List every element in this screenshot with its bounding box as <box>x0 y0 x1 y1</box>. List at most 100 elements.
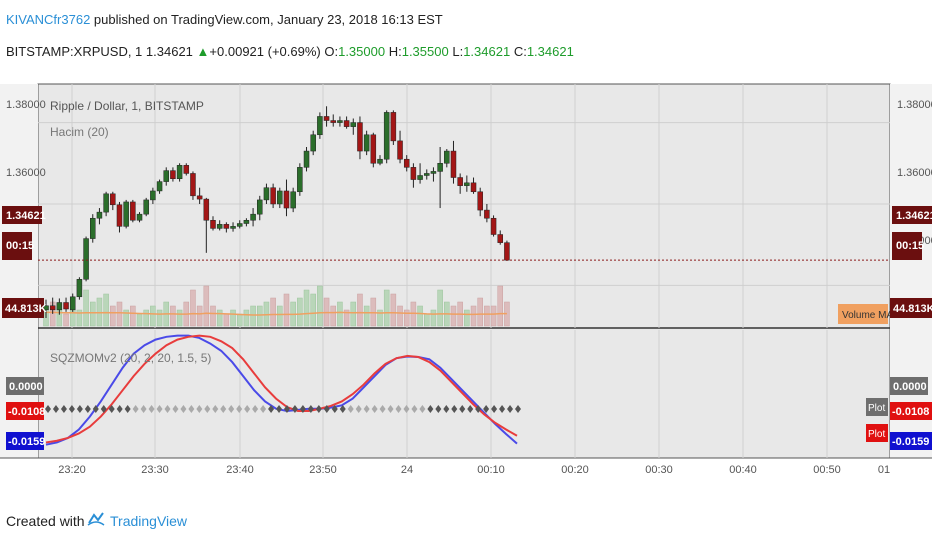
squeeze-dot <box>371 405 378 413</box>
candle-down <box>196 195 203 200</box>
volume-bar <box>390 293 397 327</box>
price-tick-right: 1.38000 <box>897 99 932 111</box>
squeeze-dot <box>244 405 251 413</box>
author-link[interactable]: KIVANCfr3762 <box>6 12 91 27</box>
candle-down <box>283 190 290 209</box>
osc-zero-badge-right <box>890 377 928 395</box>
candle-down <box>357 122 363 152</box>
volume-bar <box>317 285 323 327</box>
volume-value-right: 44.813K <box>893 303 932 315</box>
volume-bar <box>176 309 183 327</box>
volume-bar <box>297 297 303 327</box>
squeeze-dot <box>291 405 298 413</box>
low-label: L: <box>452 44 464 59</box>
squeeze-dot <box>68 405 75 413</box>
candle-down <box>130 201 136 221</box>
squeeze-dot <box>45 405 51 413</box>
candle-down <box>457 177 463 186</box>
volume-bar <box>123 309 129 327</box>
candle-up <box>383 112 390 160</box>
up-arrow-icon: ▲ <box>196 44 210 59</box>
volume-bar <box>450 305 457 327</box>
candle-down <box>450 150 457 178</box>
time-tick: 23:50 <box>309 464 337 476</box>
candle-up <box>123 201 129 227</box>
candle-up <box>176 165 183 179</box>
volume-bar <box>490 305 497 327</box>
squeeze-dot <box>427 405 434 413</box>
volume-bar <box>303 289 310 327</box>
squeeze-dot <box>315 405 322 413</box>
candle-up <box>243 220 250 224</box>
squeeze-dot <box>140 405 147 413</box>
candle-up <box>297 167 303 193</box>
volume-bar <box>76 309 83 327</box>
osc-red-badge-left <box>6 402 44 420</box>
footer: Created with TradingView <box>0 487 932 550</box>
tradingview-logo-icon[interactable] <box>86 509 106 529</box>
volume-bar <box>156 309 163 327</box>
volume-bar <box>236 313 243 327</box>
candle-up <box>437 163 443 172</box>
squeeze-dot <box>220 405 227 413</box>
candles <box>43 106 510 318</box>
squeeze-dot <box>499 405 506 413</box>
volume-bar <box>103 293 109 327</box>
volume-bar <box>377 309 383 327</box>
high-label: H: <box>388 44 402 59</box>
grid <box>38 84 890 458</box>
volume-bar <box>143 309 149 327</box>
volume-bar <box>383 289 390 327</box>
volume-bar <box>136 313 143 327</box>
candle-up <box>277 190 283 205</box>
osc-blue-line <box>45 334 518 446</box>
time-tick: 01 <box>878 464 890 476</box>
volume-bar <box>343 309 350 327</box>
volume-bar <box>357 293 363 327</box>
candle-up <box>69 296 76 311</box>
candle-down <box>110 193 116 206</box>
candle-up <box>464 182 470 186</box>
candle-up <box>236 223 243 227</box>
squeeze-dot <box>379 405 386 413</box>
osc-tick-left: 0.0000 <box>9 381 43 393</box>
publish-text: published on TradingView.com, January 23… <box>90 12 443 27</box>
squeeze-dot <box>252 405 259 413</box>
chart-area[interactable]: Ripple / Dollar, 1, BITSTAMP Hacim (20) … <box>0 82 932 487</box>
squeeze-dot <box>100 405 107 413</box>
squeeze-dot <box>483 405 490 413</box>
osc-blue-badge-left <box>6 432 44 450</box>
candle-up <box>290 191 296 209</box>
volume-bar <box>223 313 230 327</box>
candle-up <box>417 175 423 180</box>
candle-down <box>490 217 497 235</box>
candle-up <box>103 193 109 213</box>
tradingview-brand[interactable]: TradingView <box>110 513 188 529</box>
squeeze-dot <box>60 405 67 413</box>
volume-bar <box>370 297 377 327</box>
chart-svg[interactable]: Ripple / Dollar, 1, BITSTAMP Hacim (20) … <box>0 82 932 487</box>
squeeze-dot <box>459 405 466 413</box>
candle-up <box>257 199 263 215</box>
squeeze-dot <box>172 405 179 413</box>
volume-bar <box>470 305 477 327</box>
squeeze-dot <box>124 405 131 413</box>
candle-down <box>403 158 410 168</box>
volume-bar <box>477 297 483 327</box>
volume-bar <box>83 289 89 327</box>
squeeze-dot <box>196 405 203 413</box>
osc-tick-right: -0.0159 <box>892 436 929 448</box>
candle-down <box>370 134 377 164</box>
candle-up <box>156 181 163 192</box>
time-tick: 23:20 <box>58 464 86 476</box>
candle-up <box>83 238 89 280</box>
candle-up <box>56 302 63 311</box>
candle-down <box>210 220 216 229</box>
time-tick: 00:30 <box>645 464 673 476</box>
squeeze-dot <box>491 405 498 413</box>
time-tick: 00:20 <box>561 464 589 476</box>
squeeze-dot <box>475 405 482 413</box>
candle-up <box>444 150 450 164</box>
squeeze-dot <box>180 405 187 413</box>
time-tick: 00:50 <box>813 464 841 476</box>
